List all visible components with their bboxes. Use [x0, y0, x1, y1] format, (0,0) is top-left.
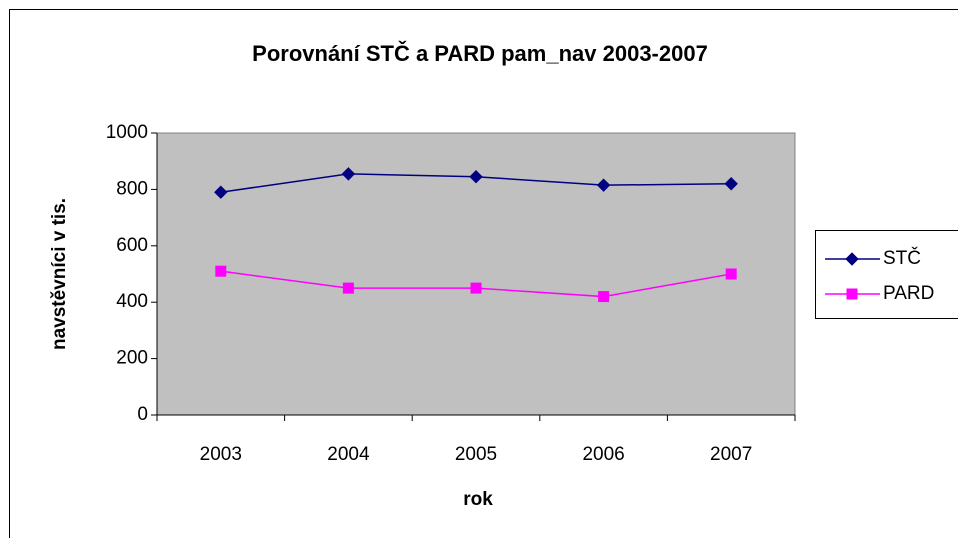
data-point — [341, 167, 356, 181]
y-axis-label: navstěvníci v tis. — [49, 198, 70, 350]
data-point — [214, 185, 228, 199]
y-tick-label: 0 — [137, 404, 148, 425]
data-point — [470, 282, 482, 294]
data-point — [342, 282, 354, 294]
legend-marker — [846, 288, 858, 300]
x-tick-label: 2003 — [200, 444, 242, 465]
data-point — [725, 268, 737, 280]
x-tick-label: 2007 — [710, 444, 752, 465]
y-tick-label: 200 — [116, 348, 148, 369]
x-tick-label: 2005 — [455, 444, 497, 465]
data-point — [598, 291, 610, 303]
data-point — [469, 170, 483, 184]
legend — [815, 230, 958, 319]
x-axis-label: rok — [463, 489, 493, 510]
y-tick-label: 800 — [116, 178, 148, 199]
x-tick-label: 2006 — [582, 444, 624, 465]
x-tick-label: 2004 — [327, 444, 370, 465]
legend-label: STČ — [883, 247, 921, 269]
y-tick-label: 600 — [116, 235, 148, 256]
y-tick-label: 400 — [116, 291, 148, 312]
legend-label: PARD — [883, 283, 934, 304]
data-point — [724, 177, 738, 191]
data-point — [596, 178, 611, 192]
y-tick-label: 1000 — [106, 122, 148, 143]
chart-title: Porovnání STČ a PARD pam_nav 2003-2007 — [252, 41, 708, 66]
data-point — [215, 265, 227, 277]
legend-marker — [845, 252, 859, 266]
